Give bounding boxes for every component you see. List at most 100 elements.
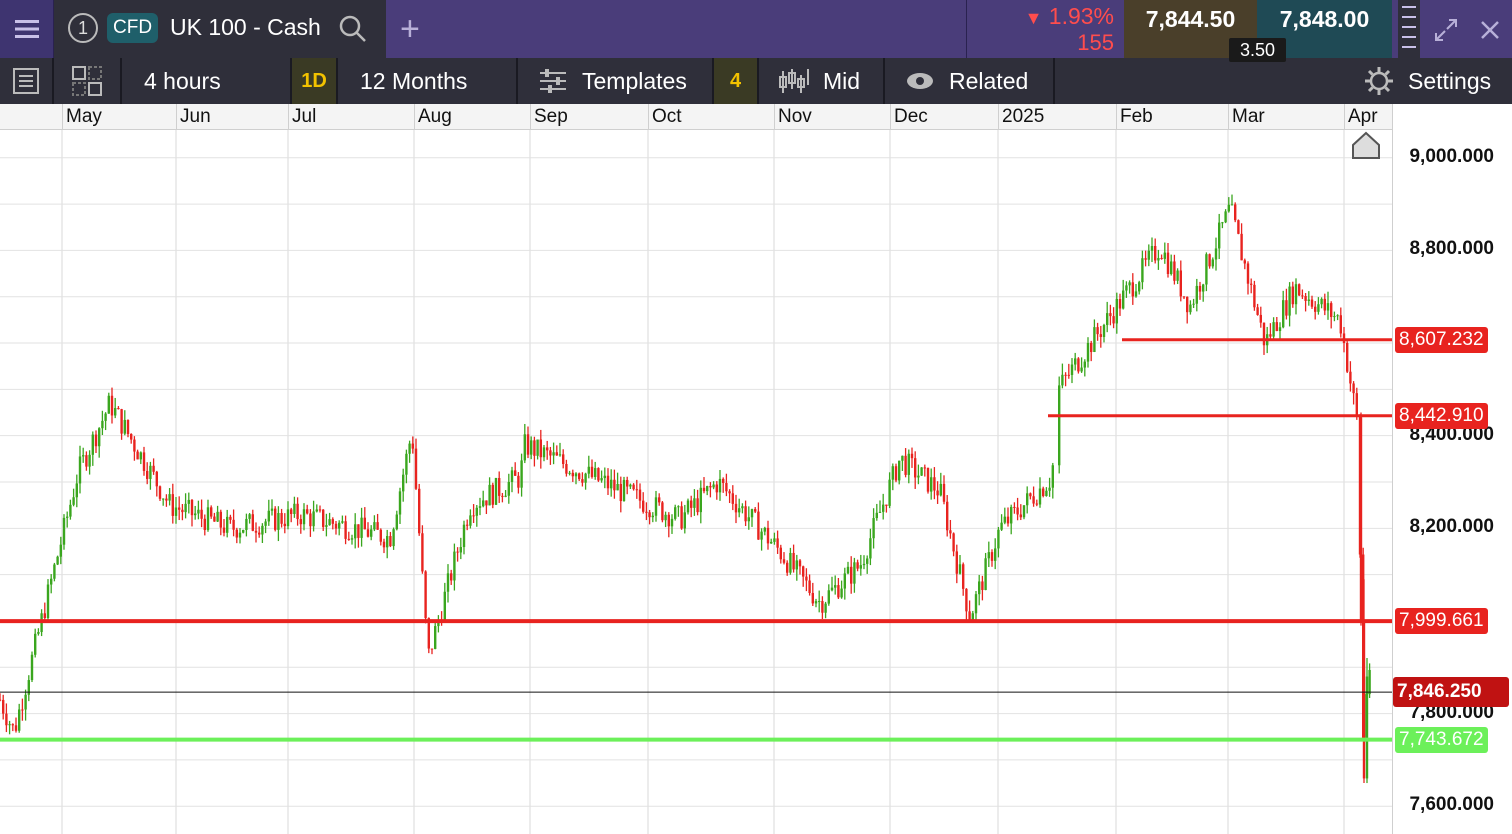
candle-body [405,453,408,475]
candle-body [901,455,904,461]
candle-body [1016,507,1019,515]
candle-body [1147,250,1150,260]
time-axis-tick [890,104,891,130]
candle-body [1189,304,1192,313]
time-axis-tick [288,104,289,130]
tab-number-badge: 1 [68,13,98,43]
candle-body [978,581,981,595]
candle-body [613,479,616,491]
candle-body [648,512,651,518]
candle-body [1032,496,1035,504]
candle-body [654,497,658,516]
candle-body [555,452,558,456]
candle-body [1138,282,1141,292]
candle-body [277,513,280,530]
templates-button[interactable]: Templates [518,58,714,104]
layout-button[interactable] [54,58,122,104]
candle-body [1285,300,1288,316]
candle-body [994,548,997,561]
related-label: Related [949,67,1029,94]
candle-body [696,498,699,513]
candle-body [1029,493,1032,497]
candle-body [578,473,581,480]
candle-body [210,507,213,517]
candle-body [1208,254,1211,267]
candle-body [584,473,587,483]
time-axis-label: May [66,106,102,127]
candle-body [232,519,235,530]
candle-body [274,508,277,530]
candle-body [1314,306,1317,312]
candle-body [773,538,776,542]
candle-body [747,517,750,522]
close-icon[interactable] [1476,16,1504,44]
candle-body [88,454,91,467]
candle-body [626,479,629,487]
candle-body [802,566,805,577]
add-tab-button[interactable]: + [400,10,420,48]
candle-body [683,512,686,529]
level-tag-r2[interactable]: 8,442.910 [1395,402,1488,429]
candle-body [1262,322,1266,346]
candle-body [24,694,27,710]
candle-body [514,470,517,476]
candle-body [930,477,933,492]
candle-body [664,514,667,521]
candle-body [1035,503,1038,505]
candle-body [165,498,168,501]
period-badge[interactable]: 1D [292,58,338,104]
candle-body [1179,270,1182,297]
expand-icon[interactable] [1432,16,1460,44]
candle-body [840,588,843,598]
candle-body [408,443,411,454]
time-axis-label: Nov [778,106,812,127]
candle-body [360,517,363,538]
candle-body [680,506,683,529]
candle-body [152,465,155,472]
candle-body [267,510,270,522]
price-axis[interactable]: 9,000.000 8,800.000 8,400.000 8,200.000 7,80… [1352,104,1512,834]
scroll-top-icon[interactable] [1351,130,1381,160]
hamburger-icon [14,20,39,38]
candle-body [1282,300,1285,328]
candle-body [597,468,600,481]
candle-body [920,467,923,476]
candle-body [904,455,907,475]
related-button[interactable]: Related [885,58,1055,104]
candle-body [5,713,8,726]
sell-price-button[interactable]: 7,844.50 [1124,0,1257,58]
candle-body [155,471,158,487]
candle-body [1080,367,1083,372]
search-icon[interactable] [338,14,368,44]
hamburger-menu-button[interactable] [0,0,54,58]
time-axis[interactable]: May Jun Jul Aug Sep Oct Nov Dec 2025 Feb Mar Apr [0,104,1392,130]
chart-canvas[interactable] [0,130,1392,834]
watchlist-button[interactable] [0,58,54,104]
candle-body [795,560,798,570]
price-change: ▼ 1.93% 155 [966,0,1124,58]
candle-body [859,565,862,569]
level-tag-r3[interactable]: 7,999.661 [1395,608,1488,635]
candle-body [178,507,181,510]
level-tag-r1[interactable]: 8,607.232 [1395,326,1488,353]
price-chart[interactable] [0,130,1392,834]
templates-count-badge[interactable]: 4 [714,58,759,104]
instrument-tab[interactable]: 1 CFD UK 100 - Cash [54,0,386,58]
candle-body [974,594,978,614]
interval-dropdown[interactable]: 4 hours [122,58,292,104]
candle-body [651,515,654,518]
time-axis-tick [62,104,63,130]
candle-body [181,509,184,513]
pane-grip[interactable] [1398,0,1420,58]
level-tag-s1[interactable]: 7,743.672 [1395,726,1488,753]
price-type-dropdown[interactable]: Mid [759,58,885,104]
range-dropdown[interactable]: 12 Months [338,58,518,104]
candle-body [549,450,552,456]
current-price-tag[interactable]: 7,846.250 [1393,677,1509,708]
candle-body [734,503,738,513]
candle-body [478,506,482,508]
candle-body [8,724,11,726]
candle-body [600,478,603,481]
time-axis-label: Sep [534,106,568,127]
settings-button[interactable]: Settings [1364,58,1512,104]
